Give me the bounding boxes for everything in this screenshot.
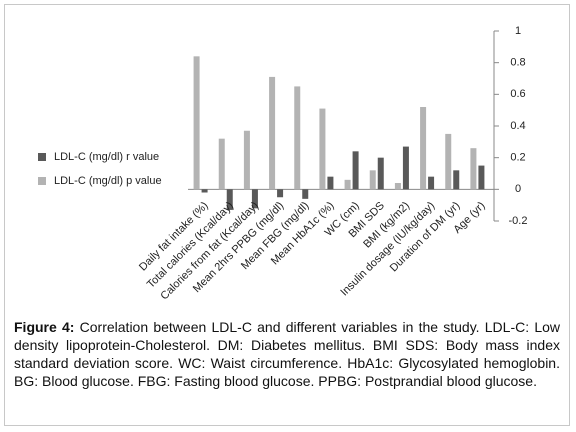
bar xyxy=(218,138,225,190)
bar xyxy=(402,146,409,190)
bar xyxy=(369,170,376,190)
y-tick-label: 0.6 xyxy=(510,88,525,100)
bar xyxy=(420,107,427,190)
bar xyxy=(394,183,401,190)
caption-label: Figure 4: xyxy=(14,319,75,335)
y-tick-label: 0.2 xyxy=(510,152,525,164)
bar xyxy=(243,130,250,190)
bar xyxy=(470,148,477,190)
y-tick-label: 1 xyxy=(515,25,521,37)
bar xyxy=(302,189,309,199)
y-tick-label: 0 xyxy=(515,183,521,195)
bar xyxy=(251,189,258,209)
caption-text: Correlation between LDL-C and different … xyxy=(14,319,560,389)
bar xyxy=(226,189,233,210)
y-tick-label: 0.8 xyxy=(510,57,525,69)
figure-frame xyxy=(4,4,570,426)
bar xyxy=(277,189,284,198)
figure-caption: Figure 4: Correlation between LDL-C and … xyxy=(14,318,560,390)
bar xyxy=(352,151,359,190)
bar xyxy=(201,189,208,193)
bar xyxy=(294,86,301,190)
bar xyxy=(269,76,276,190)
bar xyxy=(344,179,351,190)
bar xyxy=(193,56,200,190)
legend-swatch xyxy=(38,177,46,185)
y-tick-label: -0.2 xyxy=(509,215,528,227)
legend-label: LDL-C (mg/dl) p value xyxy=(54,175,162,187)
bar xyxy=(327,176,334,190)
bar xyxy=(428,176,435,190)
bar xyxy=(478,165,485,190)
legend-swatch xyxy=(38,153,46,161)
legend-label: LDL-C (mg/dl) r value xyxy=(54,151,159,163)
y-tick-label: 0.4 xyxy=(510,120,525,132)
bar xyxy=(445,133,452,190)
bar xyxy=(319,108,326,190)
x-tick-label: Calories from fat (Kcal/day) xyxy=(158,200,261,303)
bar xyxy=(377,157,384,190)
bar xyxy=(453,170,460,190)
